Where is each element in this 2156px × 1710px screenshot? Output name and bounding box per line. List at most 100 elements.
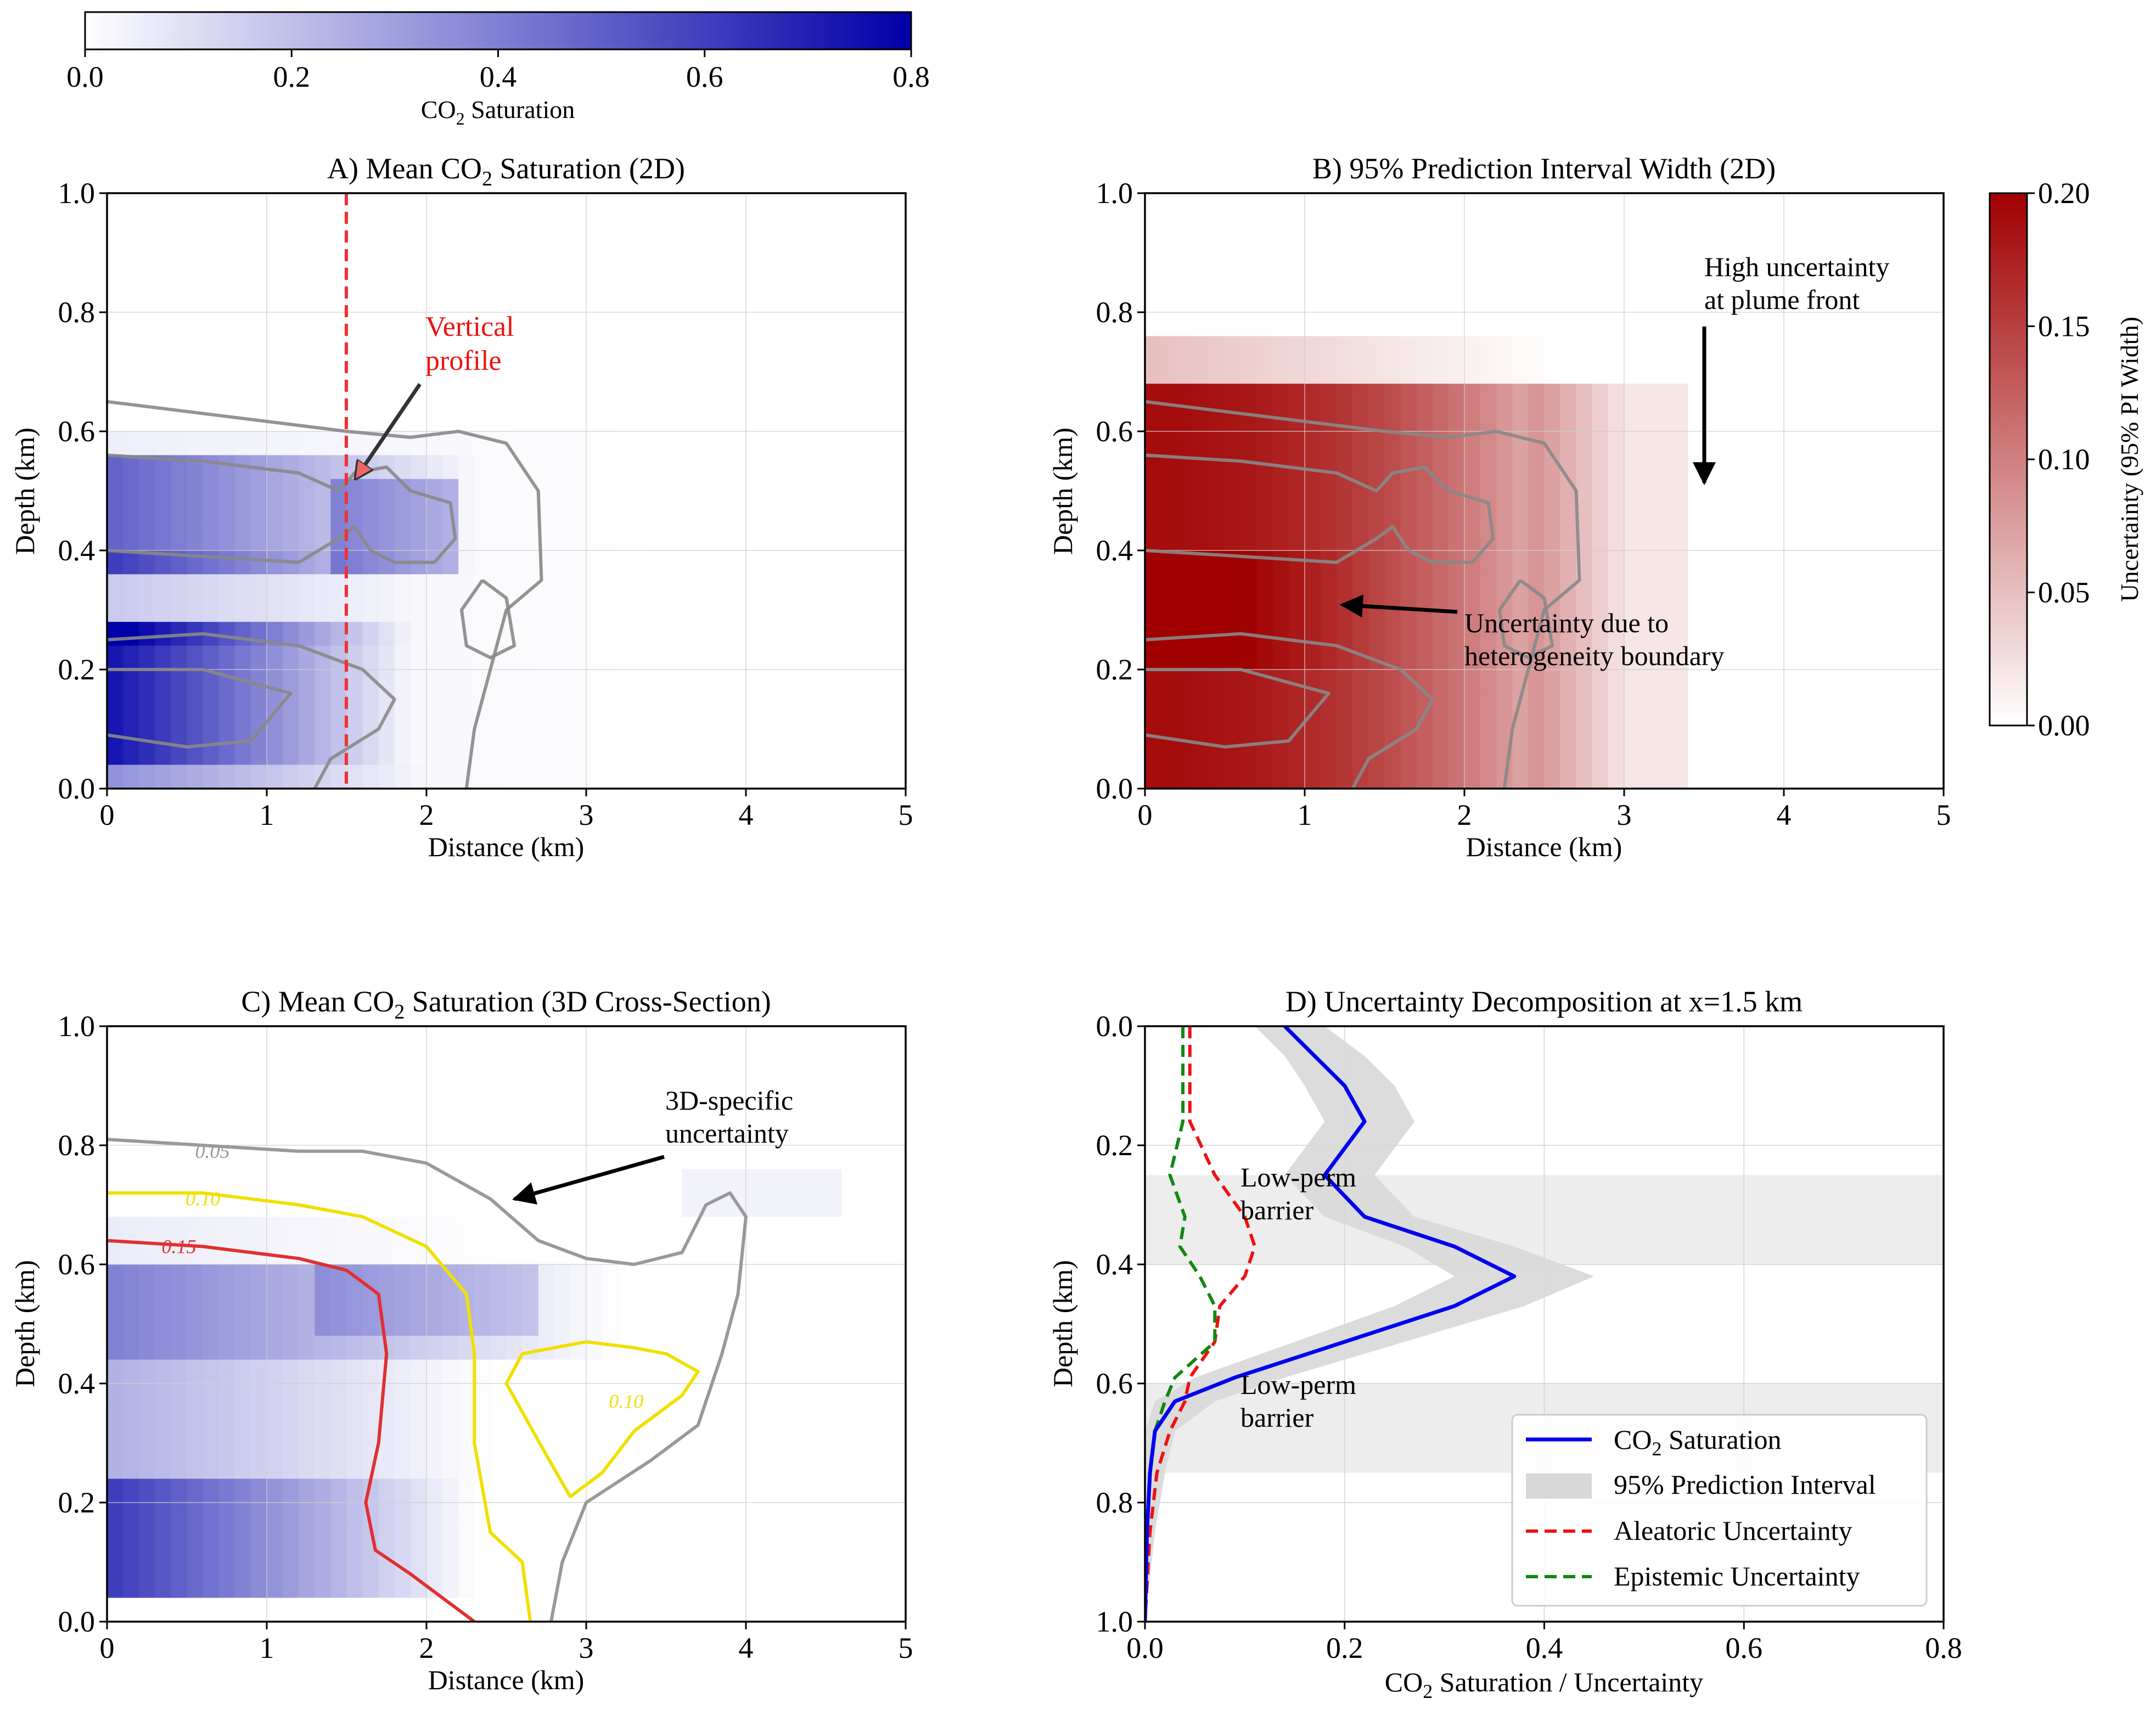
heatmap-cell [810, 336, 827, 361]
heatmap-cell [1400, 741, 1417, 766]
heatmap-cell [1672, 384, 1688, 408]
heatmap-cell [1736, 693, 1753, 718]
heatmap-cell [1608, 717, 1625, 741]
heatmap-cell [1832, 265, 1848, 289]
heatmap-cell [171, 670, 188, 694]
heatmap-cell [1480, 574, 1497, 599]
heatmap-cell [474, 217, 491, 241]
heatmap-cell [1193, 265, 1209, 289]
heatmap-cell [873, 240, 890, 265]
heatmap-cell [1193, 288, 1209, 313]
heatmap-cell [1895, 359, 1912, 384]
heatmap-cell [107, 1169, 123, 1194]
heatmap-cell [538, 479, 555, 503]
heatmap-cell [315, 670, 331, 694]
heatmap-cell [283, 1526, 299, 1551]
heatmap-cell [1800, 741, 1816, 766]
heatmap-cell [650, 1336, 667, 1360]
heatmap-cell [1848, 622, 1865, 646]
heatmap-cell [1863, 693, 1880, 718]
heatmap-cell [618, 431, 635, 455]
heatmap-cell [714, 1217, 731, 1241]
heatmap-cell [1145, 455, 1161, 480]
heatmap-cell [250, 479, 267, 503]
heatmap-cell [426, 336, 443, 361]
heatmap-cell [155, 574, 171, 599]
heatmap-cell [1736, 240, 1753, 265]
heatmap-cell [634, 693, 650, 718]
heatmap-cell [570, 693, 587, 718]
heatmap-cell [330, 574, 347, 599]
heatmap-cell [714, 1431, 731, 1455]
heatmap-cell [826, 574, 843, 599]
heatmap-cell [1352, 455, 1369, 480]
heatmap-cell [283, 384, 299, 408]
heatmap-cell [1895, 693, 1912, 718]
heatmap-cell [1767, 693, 1784, 718]
heatmap-cell [155, 670, 171, 694]
heatmap-cell [474, 1598, 491, 1622]
heatmap-cell [1720, 265, 1737, 289]
heatmap-cell [187, 764, 204, 789]
panel-d-axes: 0.0 0.2 0.4 0.6 0.80.00.20.40.60.81.0 [1096, 1010, 1962, 1664]
heatmap-cell [762, 693, 778, 718]
heatmap-cell [1848, 265, 1865, 289]
heatmap-cell [315, 1098, 331, 1122]
heatmap-cell [778, 741, 794, 766]
heatmap-cell [1672, 193, 1688, 217]
heatmap-cell [729, 288, 746, 313]
heatmap-cell [171, 193, 188, 217]
heatmap-cell [187, 1312, 204, 1336]
heatmap-cell [1863, 288, 1880, 313]
heatmap-cell [522, 1455, 539, 1480]
heatmap-cell [362, 1574, 379, 1599]
heatmap-cell [857, 1240, 874, 1265]
heatmap-cell [410, 1050, 427, 1075]
heatmap-cell [682, 1383, 699, 1408]
heatmap-cell [155, 1217, 171, 1241]
heatmap-cell [426, 1598, 443, 1622]
heatmap-cell [634, 1574, 650, 1599]
heatmap-cell [618, 693, 635, 718]
heatmap-cell [522, 741, 539, 766]
heatmap-cell [362, 1145, 379, 1169]
heatmap-cell [394, 1455, 411, 1480]
heatmap-cell [522, 1478, 539, 1503]
heatmap-cell [778, 670, 794, 694]
heatmap-cell [330, 1407, 347, 1432]
y-tick-label: 0.2 [58, 1486, 96, 1519]
heatmap-cell [378, 1073, 395, 1098]
heatmap-cell [1512, 479, 1529, 503]
heatmap-cell [698, 1478, 715, 1503]
heatmap-cell [586, 764, 603, 789]
heatmap-cell [1512, 265, 1529, 289]
contour-line [1145, 453, 1495, 564]
heatmap-cell [762, 431, 778, 455]
heatmap-cell [1816, 336, 1832, 361]
heatmap-cell [778, 336, 794, 361]
heatmap-cell [873, 622, 890, 646]
panel-c-ylabel: Depth (km) [9, 1260, 40, 1387]
heatmap-cell [442, 431, 459, 455]
legend-label-pi: 95% Prediction Interval [1614, 1469, 1876, 1500]
heatmap-cell [522, 1073, 539, 1098]
heatmap-cell [1640, 312, 1657, 336]
heatmap-cell [315, 1288, 331, 1313]
heatmap-cell [682, 1574, 699, 1599]
heatmap-cell [1848, 384, 1865, 408]
heatmap-cell [330, 407, 347, 432]
heatmap-cell [490, 217, 507, 241]
heatmap-cell [1496, 217, 1513, 241]
heatmap-cell [729, 1478, 746, 1503]
heatmap-cell [474, 1073, 491, 1098]
heatmap-cell [1624, 455, 1641, 480]
heatmap-cell [841, 1217, 858, 1241]
heatmap-cell [778, 193, 794, 217]
heatmap-cell [1352, 312, 1369, 336]
heatmap-cell [778, 1098, 794, 1122]
heatmap-cell [602, 193, 619, 217]
heatmap-cell [522, 1503, 539, 1527]
heatmap-cell [1624, 479, 1641, 503]
heatmap-cell [1848, 240, 1865, 265]
heatmap-cell [1145, 407, 1161, 432]
